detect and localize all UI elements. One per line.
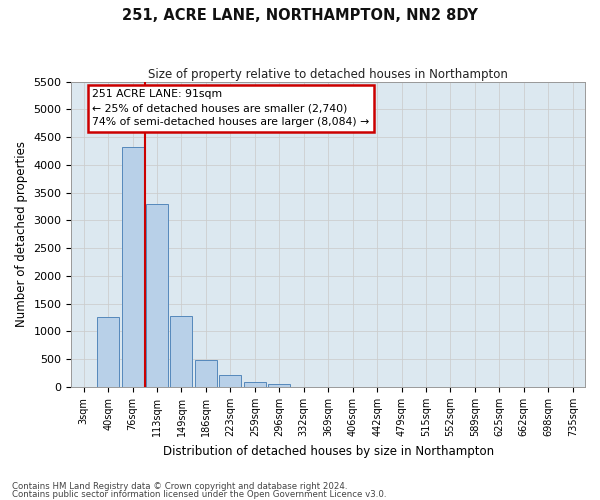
Text: Contains HM Land Registry data © Crown copyright and database right 2024.: Contains HM Land Registry data © Crown c… xyxy=(12,482,347,491)
Bar xyxy=(146,204,168,387)
Text: 251, ACRE LANE, NORTHAMPTON, NN2 8DY: 251, ACRE LANE, NORTHAMPTON, NN2 8DY xyxy=(122,8,478,22)
Bar xyxy=(195,360,217,387)
Bar xyxy=(122,146,143,387)
Title: Size of property relative to detached houses in Northampton: Size of property relative to detached ho… xyxy=(148,68,508,80)
Y-axis label: Number of detached properties: Number of detached properties xyxy=(15,142,28,328)
Bar xyxy=(220,376,241,387)
Bar xyxy=(170,316,193,387)
X-axis label: Distribution of detached houses by size in Northampton: Distribution of detached houses by size … xyxy=(163,444,494,458)
Text: Contains public sector information licensed under the Open Government Licence v3: Contains public sector information licen… xyxy=(12,490,386,499)
Bar xyxy=(97,317,119,387)
Text: 251 ACRE LANE: 91sqm
← 25% of detached houses are smaller (2,740)
74% of semi-de: 251 ACRE LANE: 91sqm ← 25% of detached h… xyxy=(92,90,369,128)
Bar xyxy=(244,382,266,387)
Bar xyxy=(268,384,290,387)
